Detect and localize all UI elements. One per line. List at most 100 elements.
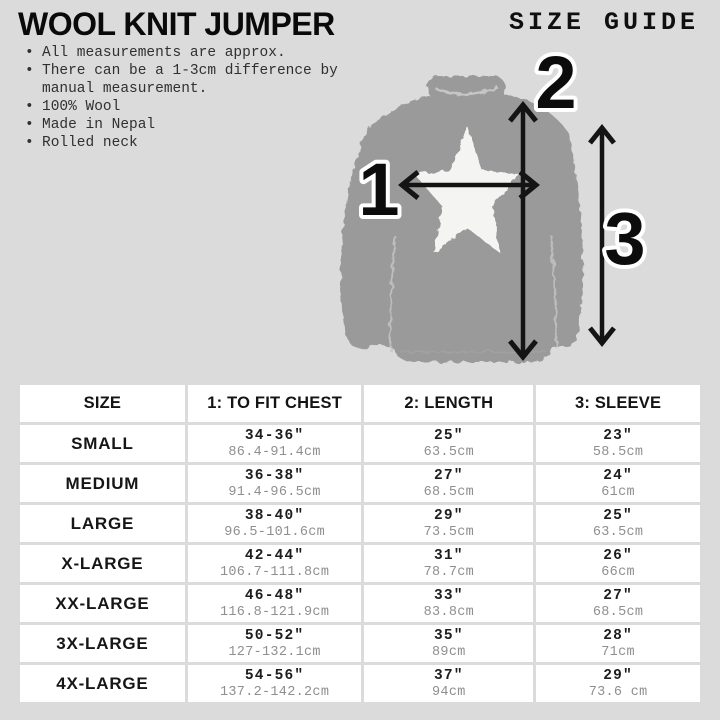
chest-inches: 36-38″	[244, 467, 305, 484]
marker-3-sleeve: 3	[604, 197, 645, 280]
length-cm: 68.5cm	[423, 484, 475, 500]
size-label: 4X-LARGE	[56, 673, 149, 693]
chest-cm: 96.5-101.6cm	[224, 524, 326, 540]
length-cell: 37″ 94cm	[364, 665, 534, 702]
chest-cell: 46-48″ 116.8-121.9cm	[187, 585, 362, 622]
size-label: SMALL	[71, 433, 134, 453]
length-inches: 31″	[433, 547, 464, 564]
length-cell: 35″ 89cm	[364, 625, 534, 662]
length-cm: 83.8cm	[423, 604, 475, 620]
length-measure-arrow	[508, 101, 538, 361]
chest-cm: 116.8-121.9cm	[220, 604, 330, 620]
jumper-measurement-diagram: 1 2 3	[330, 37, 690, 385]
col-header-sleeve: 3: SLEEVE	[536, 385, 700, 422]
sleeve-cell: 23″ 58.5cm	[536, 425, 700, 462]
sleeve-cell: 28″ 71cm	[536, 625, 700, 662]
sleeve-inches: 23″	[603, 427, 633, 444]
length-cell: 25″ 63.5cm	[364, 425, 534, 462]
chest-inches: 38-40″	[244, 507, 305, 524]
marker-1-chest: 1	[358, 148, 399, 231]
size-label: LARGE	[70, 513, 135, 533]
size-label: MEDIUM	[65, 473, 140, 493]
sleeve-inches: 26″	[603, 547, 633, 564]
sleeve-cell: 26″ 66cm	[536, 545, 700, 582]
chest-cm: 91.4-96.5cm	[228, 484, 321, 500]
length-cell: 27″ 68.5cm	[364, 465, 534, 502]
bullet-icon: •	[25, 135, 34, 151]
sleeve-inches: 29″	[603, 667, 633, 684]
chest-cell: 34-36″ 86.4-91.4cm	[187, 425, 362, 462]
sleeve-cm: 58.5cm	[592, 444, 644, 460]
size-cell: X-LARGE	[20, 545, 185, 582]
note-text: 100% Wool	[42, 99, 121, 115]
chest-cell: 54-56″ 137.2-142.2cm	[187, 665, 362, 702]
sleeve-cell: 24″ 61cm	[536, 465, 700, 502]
size-cell: LARGE	[20, 505, 185, 542]
sleeve-cell: 25″ 63.5cm	[536, 505, 700, 542]
length-cell: 33″ 83.8cm	[364, 585, 534, 622]
col-header-chest: 1: TO FIT CHEST	[187, 385, 362, 422]
length-cm: 94cm	[432, 684, 466, 700]
note-item: • There can be a 1-3cm difference by manu…	[22, 62, 338, 98]
bullet-icon: •	[25, 45, 34, 61]
sleeve-cell: 29″ 73.6 cm	[536, 665, 700, 702]
note-item: • All measurements are approx.	[22, 44, 338, 62]
note-text: There can be a 1-3cm difference by manua…	[42, 63, 338, 97]
sleeve-cm: 61cm	[601, 484, 635, 500]
sleeve-cell: 27″ 68.5cm	[536, 585, 700, 622]
chest-cell: 36-38″ 91.4-96.5cm	[187, 465, 362, 502]
chest-cell: 42-44″ 106.7-111.8cm	[187, 545, 362, 582]
chest-cm: 137.2-142.2cm	[220, 684, 330, 700]
size-guide-label: SIZE GUIDE	[508, 8, 699, 37]
sleeve-inches: 28″	[603, 627, 633, 644]
sleeve-inches: 25″	[603, 507, 633, 524]
size-label: XX-LARGE	[55, 593, 150, 613]
bullet-icon: •	[25, 117, 34, 133]
chest-inches: 54-56″	[244, 667, 305, 684]
length-cell: 31″ 78.7cm	[364, 545, 534, 582]
sleeve-inches: 24″	[603, 467, 633, 484]
note-item: • Made in Nepal	[22, 116, 338, 134]
sleeve-cm: 63.5cm	[592, 524, 644, 540]
col-header-length: 2: LENGTH	[364, 385, 534, 422]
chest-cm: 127-132.1cm	[228, 644, 321, 660]
length-inches: 35″	[433, 627, 464, 644]
size-cell: 3X-LARGE	[20, 625, 185, 662]
length-cm: 73.5cm	[423, 524, 475, 540]
size-label: X-LARGE	[61, 553, 144, 573]
chest-inches: 50-52″	[244, 627, 305, 644]
note-text: Made in Nepal	[42, 117, 156, 133]
length-inches: 29″	[433, 507, 464, 524]
size-cell: SMALL	[20, 425, 185, 462]
bullet-icon: •	[25, 99, 34, 115]
chest-inches: 42-44″	[244, 547, 305, 564]
chest-cm: 86.4-91.4cm	[228, 444, 321, 460]
size-cell: 4X-LARGE	[20, 665, 185, 702]
sleeve-cm: 68.5cm	[592, 604, 644, 620]
note-text: All measurements are approx.	[42, 45, 286, 61]
chest-cell: 50-52″ 127-132.1cm	[187, 625, 362, 662]
length-inches: 37″	[433, 667, 464, 684]
page-title: WOOL KNIT JUMPER	[18, 6, 335, 42]
note-text: Rolled neck	[42, 135, 138, 151]
size-label: 3X-LARGE	[56, 633, 149, 653]
note-item: • 100% Wool	[22, 98, 338, 116]
size-cell: XX-LARGE	[20, 585, 185, 622]
chest-cell: 38-40″ 96.5-101.6cm	[187, 505, 362, 542]
length-cm: 89cm	[432, 644, 466, 660]
col-header-size: SIZE	[20, 385, 185, 422]
marker-2-length: 2	[535, 41, 576, 124]
jumper-diagram-svg: 1 2 3	[340, 37, 650, 363]
size-cell: MEDIUM	[20, 465, 185, 502]
length-inches: 27″	[433, 467, 464, 484]
chest-inches: 46-48″	[244, 587, 305, 604]
length-cm: 78.7cm	[423, 564, 475, 580]
note-item: • Rolled neck	[22, 134, 338, 152]
sleeve-cm: 73.6 cm	[588, 684, 648, 700]
chest-inches: 34-36″	[244, 427, 305, 444]
product-notes: • All measurements are approx. • There can…	[22, 44, 338, 152]
sleeve-cm: 71cm	[601, 644, 635, 660]
chest-measure-arrow	[398, 170, 540, 200]
chest-cm: 106.7-111.8cm	[220, 564, 330, 580]
